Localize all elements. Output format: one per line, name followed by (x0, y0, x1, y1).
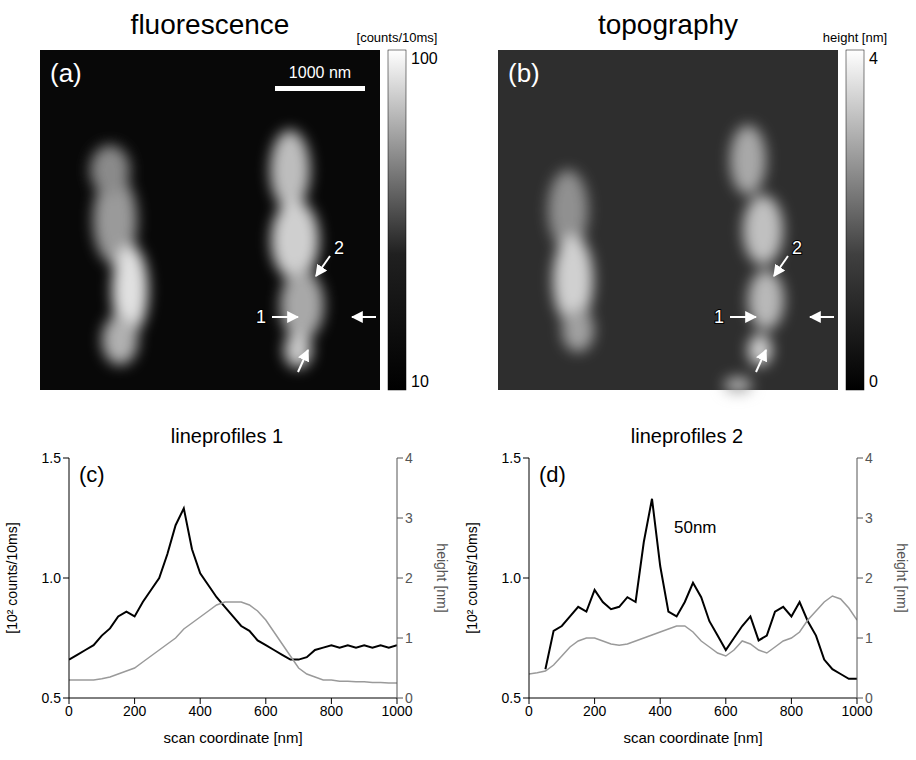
svg-text:height [nm]: height [nm] (894, 543, 910, 612)
svg-text:100: 100 (411, 50, 438, 67)
svg-text:1: 1 (405, 630, 413, 646)
svg-text:1000: 1000 (381, 702, 413, 719)
svg-text:200: 200 (123, 703, 147, 719)
svg-text:4: 4 (869, 50, 878, 67)
svg-text:0: 0 (869, 373, 878, 390)
svg-text:height [nm]: height [nm] (823, 30, 887, 45)
svg-text:scan coordinate [nm]: scan coordinate [nm] (163, 729, 302, 746)
svg-text:(a): (a) (50, 58, 82, 88)
svg-text:2: 2 (792, 238, 802, 258)
svg-text:200: 200 (583, 703, 607, 719)
svg-text:3: 3 (405, 510, 413, 526)
svg-text:400: 400 (649, 703, 673, 719)
svg-text:400: 400 (189, 703, 213, 719)
svg-text:1.5: 1.5 (502, 450, 522, 466)
html-text:(d): (d) (539, 462, 566, 487)
svg-text:2: 2 (865, 570, 873, 586)
svg-text:600: 600 (714, 703, 738, 719)
svg-text:1.0: 1.0 (502, 570, 522, 586)
html-text:(c): (c) (79, 462, 105, 487)
html-text:lineprofiles 1: lineprofiles 1 (170, 425, 284, 447)
svg-text:0: 0 (65, 703, 73, 719)
html-text:50nm: 50nm (674, 518, 717, 537)
svg-text:[10² counts/10ms]: [10² counts/10ms] (4, 522, 20, 633)
svg-text:0: 0 (525, 703, 533, 719)
svg-text:0.5: 0.5 (502, 690, 522, 706)
svg-text:1: 1 (714, 307, 724, 327)
svg-text:800: 800 (320, 703, 344, 719)
svg-text:1.5: 1.5 (42, 450, 62, 466)
svg-text:4: 4 (865, 450, 873, 466)
svg-text:[10² counts/10ms]: [10² counts/10ms] (464, 522, 480, 633)
svg-text:(b): (b) (508, 58, 540, 88)
svg-text:1.0: 1.0 (42, 570, 62, 586)
svg-text:3: 3 (865, 510, 873, 526)
svg-text:2: 2 (405, 570, 413, 586)
svg-text:height [nm]: height [nm] (434, 543, 450, 612)
svg-text:0: 0 (865, 690, 873, 706)
svg-text:4: 4 (405, 450, 413, 466)
svg-text:1000: 1000 (841, 702, 873, 719)
svg-text:1: 1 (865, 630, 873, 646)
svg-text:800: 800 (780, 703, 804, 719)
svg-text:600: 600 (254, 703, 278, 719)
svg-text:1: 1 (256, 307, 266, 327)
svg-text:2: 2 (334, 238, 344, 258)
svg-text:10: 10 (411, 373, 429, 390)
svg-text:0: 0 (405, 690, 413, 706)
svg-text:topography: topography (598, 9, 738, 40)
svg-text:[counts/10ms]: [counts/10ms] (357, 30, 438, 45)
html-text:lineprofiles 2: lineprofiles 2 (630, 425, 744, 447)
svg-text:0.5: 0.5 (42, 690, 62, 706)
svg-text:scan coordinate [nm]: scan coordinate [nm] (623, 729, 762, 746)
svg-text:fluorescence: fluorescence (131, 9, 290, 40)
svg-text:1000 nm: 1000 nm (289, 64, 351, 81)
